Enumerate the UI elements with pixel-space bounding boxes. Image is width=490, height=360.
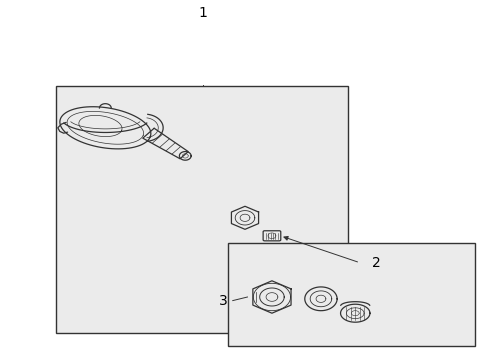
Text: 2: 2 bbox=[372, 256, 381, 270]
Text: 1: 1 bbox=[199, 6, 208, 19]
Text: 3: 3 bbox=[219, 294, 228, 307]
Bar bbox=[56, 86, 348, 333]
Bar bbox=[228, 243, 475, 346]
